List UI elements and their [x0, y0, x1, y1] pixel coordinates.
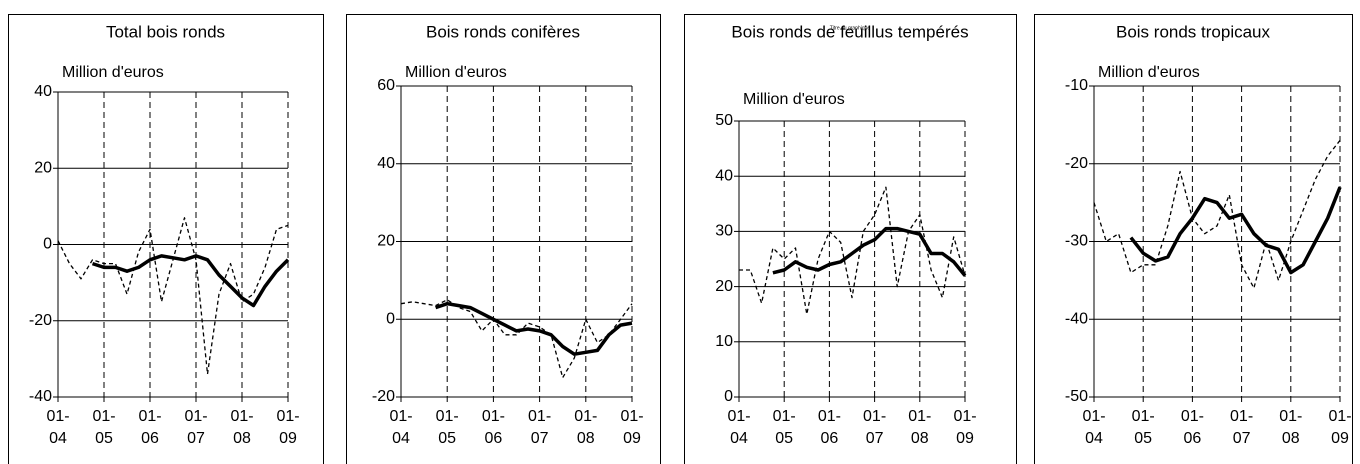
y-tick-label: 10 — [715, 333, 733, 350]
y-tick-label: 20 — [715, 278, 733, 295]
x-tick-label: 01-09 — [620, 408, 644, 447]
y-tick-label: -20 — [29, 312, 52, 329]
x-tick-label: 01-08 — [1279, 408, 1303, 447]
series-line-dashed — [57, 217, 289, 375]
series-line-dashed — [1093, 139, 1341, 289]
y-tick-label: 40 — [377, 155, 395, 172]
y-tick-label: 30 — [715, 223, 733, 240]
panel-frame — [684, 14, 1017, 464]
x-tick-label: 01-07 — [1230, 408, 1254, 447]
series-line — [772, 226, 967, 277]
x-tick-label: 01-05 — [772, 408, 796, 447]
y-tick-label: 60 — [377, 77, 395, 94]
annotation: Titre du graphique — [830, 25, 871, 31]
x-tick-label: 01-07 — [184, 408, 208, 447]
x-tick-label: 01-05 — [435, 408, 459, 447]
x-tick-label: 01-05 — [1131, 408, 1155, 447]
x-tick-label: 01-06 — [138, 408, 162, 447]
x-tick-label: 01-09 — [276, 408, 300, 447]
x-tick-label: 01-08 — [574, 408, 598, 447]
x-tick-label: 01-09 — [953, 408, 977, 447]
x-tick-label: 01-04 — [389, 408, 413, 447]
y-tick-label: 0 — [43, 236, 52, 253]
chart-title: Bois ronds conifères — [426, 22, 580, 41]
y-axis-label: Million d'euros — [743, 91, 845, 108]
x-tick-label: 01-04 — [46, 408, 70, 447]
series-line — [1129, 186, 1342, 275]
series-line-dashed — [739, 186, 966, 315]
y-tick-label: 40 — [715, 167, 733, 184]
x-tick-label: 01-05 — [92, 408, 116, 447]
chart-title: Bois ronds tropicaux — [1116, 22, 1271, 41]
y-axis-label: Million d'euros — [405, 64, 507, 81]
chart-title: Bois ronds de feuillus tempérés — [731, 22, 968, 41]
y-tick-label: -40 — [29, 388, 52, 405]
x-tick-label: 01-06 — [817, 408, 841, 447]
y-tick-label: -20 — [1065, 155, 1088, 172]
panel-frame — [1034, 14, 1353, 464]
y-tick-label: -30 — [1065, 233, 1088, 250]
x-tick-label: 01-04 — [727, 408, 751, 447]
y-tick-label: 50 — [715, 112, 733, 129]
series-line — [91, 254, 290, 308]
y-tick-label: 20 — [377, 233, 395, 250]
series-line-dashed — [400, 299, 633, 379]
x-tick-label: 01-09 — [1328, 408, 1352, 447]
y-tick-label: 0 — [724, 388, 733, 405]
series-line — [435, 301, 633, 356]
x-tick-label: 01-06 — [481, 408, 505, 447]
chart-title: Total bois ronds — [106, 22, 225, 41]
y-tick-label: -20 — [372, 388, 395, 405]
y-tick-label: 20 — [34, 159, 52, 176]
y-tick-label: 40 — [34, 83, 52, 100]
panel-frame — [8, 14, 324, 464]
x-tick-label: 01-07 — [863, 408, 887, 447]
y-axis-label: Million d'euros — [62, 64, 164, 81]
x-tick-label: 01-08 — [908, 408, 932, 447]
x-tick-label: 01-06 — [1180, 408, 1204, 447]
panel-frame — [346, 14, 661, 464]
y-tick-label: -40 — [1065, 310, 1088, 327]
x-tick-label: 01-04 — [1082, 408, 1106, 447]
x-tick-label: 01-07 — [528, 408, 552, 447]
y-tick-label: 0 — [386, 310, 395, 327]
y-tick-label: -50 — [1065, 388, 1088, 405]
x-tick-label: 01-08 — [230, 408, 254, 447]
y-axis-label: Million d'euros — [1098, 64, 1200, 81]
y-tick-label: -10 — [1065, 77, 1088, 94]
